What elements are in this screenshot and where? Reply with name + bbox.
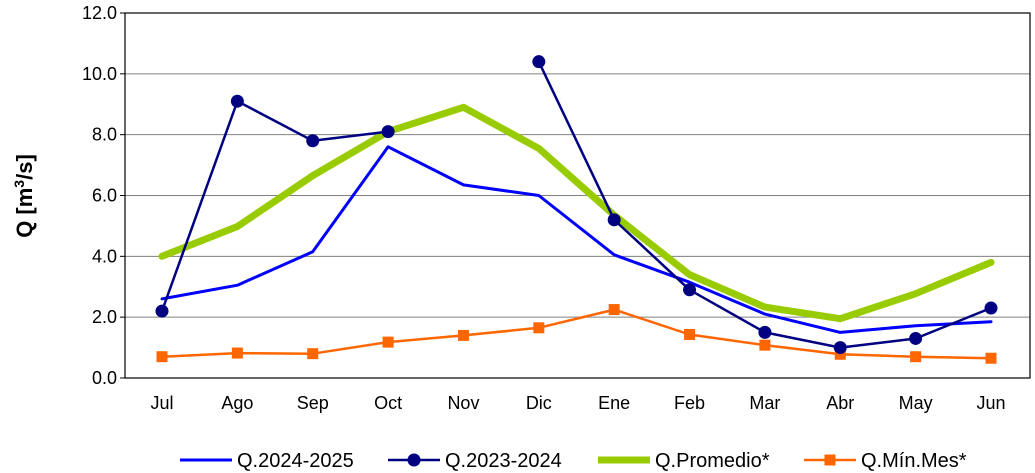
x-tick-label: Sep bbox=[297, 393, 329, 413]
data-point bbox=[984, 301, 998, 315]
legend-label: Q.2023-2024 bbox=[445, 450, 562, 472]
data-point bbox=[533, 322, 545, 334]
x-tick-label: Feb bbox=[674, 393, 705, 413]
data-point bbox=[306, 134, 320, 148]
x-tick-label: Mar bbox=[749, 393, 780, 413]
x-tick-label: Dic bbox=[526, 393, 552, 413]
x-tick-label: May bbox=[899, 393, 933, 413]
data-point bbox=[231, 347, 243, 359]
data-point bbox=[230, 94, 244, 108]
legend-label: Q.Promedio* bbox=[655, 450, 770, 472]
series-Q.Mín.Mes* bbox=[156, 304, 997, 364]
data-point bbox=[684, 329, 696, 341]
data-point bbox=[833, 341, 847, 355]
data-point bbox=[156, 351, 168, 363]
data-point bbox=[607, 213, 621, 227]
legend-entry: Q.Promedio* bbox=[598, 450, 770, 472]
data-point bbox=[381, 125, 395, 139]
data-point bbox=[155, 304, 169, 318]
data-point bbox=[759, 339, 771, 351]
legend-entry: Q.2024-2025 bbox=[180, 450, 354, 472]
x-tick-label: Jul bbox=[150, 393, 173, 413]
data-point bbox=[608, 304, 620, 316]
series-Q.2024-2025 bbox=[160, 145, 993, 334]
series-line bbox=[158, 103, 995, 323]
data-point bbox=[985, 352, 997, 364]
x-tick-label: Ago bbox=[221, 393, 253, 413]
data-point bbox=[307, 348, 319, 360]
data-point bbox=[758, 325, 772, 339]
plot-area-frame bbox=[124, 12, 1031, 379]
legend-marker bbox=[407, 453, 421, 467]
legend-entry: Q.2023-2024 bbox=[388, 450, 562, 472]
series-Q.Promedio* bbox=[158, 103, 995, 323]
legend-label: Q.2024-2025 bbox=[237, 450, 354, 472]
x-tick-label: Jun bbox=[976, 393, 1005, 413]
series-line bbox=[160, 99, 390, 313]
legend-marker bbox=[824, 454, 836, 466]
data-point bbox=[532, 55, 546, 69]
grid-lines bbox=[125, 73, 1030, 318]
y-tick-label: 8.0 bbox=[92, 125, 117, 145]
y-tick-label: 10.0 bbox=[82, 64, 117, 84]
y-tick-label: 12.0 bbox=[82, 3, 117, 23]
data-point bbox=[834, 348, 846, 360]
y-axis-label: Q [m3/s] bbox=[11, 154, 37, 238]
y-tick-label: 6.0 bbox=[92, 186, 117, 206]
x-tick-labels: Jul Ago Sep Oct Nov Dic Ene Feb Mar Abr May Jun bbox=[150, 393, 1005, 413]
series-layer bbox=[155, 55, 998, 364]
series-line bbox=[160, 145, 993, 334]
legend-entry: Q.Mín.Mes* bbox=[804, 450, 967, 472]
y-tick-labels: 0.0 2.0 4.0 6.0 8.0 10.0 12.0 bbox=[82, 3, 125, 388]
y-tick-label: 4.0 bbox=[92, 246, 117, 266]
y-tick-label: 2.0 bbox=[92, 307, 117, 327]
x-tick-label: Oct bbox=[374, 393, 402, 413]
y-tick-label: 0.0 bbox=[92, 368, 117, 388]
data-point bbox=[382, 336, 394, 348]
data-point bbox=[457, 329, 469, 341]
data-point bbox=[910, 351, 922, 363]
data-point bbox=[909, 331, 923, 345]
series-Q.2023-2024 bbox=[155, 55, 998, 355]
data-point bbox=[683, 283, 697, 297]
x-tick-label: Abr bbox=[826, 393, 854, 413]
x-tick-label: Nov bbox=[447, 393, 479, 413]
legend-label: Q.Mín.Mes* bbox=[861, 450, 967, 472]
series-line bbox=[160, 308, 993, 360]
x-tick-label: Ene bbox=[598, 393, 630, 413]
legend: Q.2024-2025 Q.2023-2024 Q.Promedio* Q.Mín.M… bbox=[180, 450, 967, 472]
